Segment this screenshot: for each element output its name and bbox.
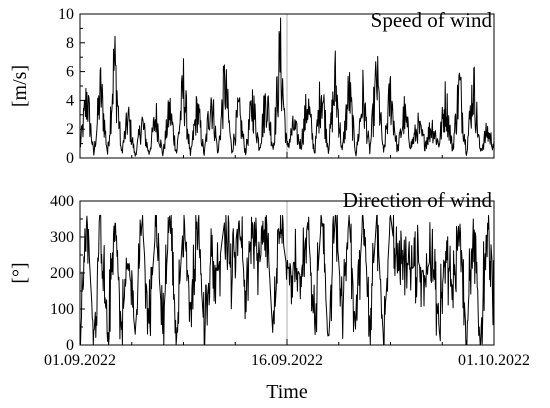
wind-direction-y-label: [°] bbox=[9, 262, 31, 283]
y-tick-label: 100 bbox=[50, 301, 74, 318]
y-tick-label: 8 bbox=[66, 35, 74, 52]
wind-speed-title: Speed of wind bbox=[371, 8, 493, 32]
x-tick-label: 01.10.2022 bbox=[458, 352, 530, 369]
wind-speed-y-axis: 0 2 4 6 8 10 bbox=[58, 6, 85, 167]
wind-speed-series-group bbox=[79, 17, 495, 157]
y-tick-label: 4 bbox=[66, 92, 74, 109]
wind-speed-line bbox=[79, 17, 495, 157]
y-tick-label: 300 bbox=[50, 229, 74, 246]
y-tick-label: 6 bbox=[66, 64, 74, 81]
y-tick-label: 400 bbox=[50, 193, 74, 210]
y-tick-label: 0 bbox=[66, 337, 74, 354]
wind-direction-y-axis: 0 100 200 300 400 bbox=[50, 193, 85, 354]
x-tick-label: 01.09.2022 bbox=[44, 352, 116, 369]
wind-speed-panel: 0 2 4 6 8 10 Speed of wind [m/s] bbox=[9, 6, 495, 167]
wind-speed-y-label: [m/s] bbox=[9, 65, 31, 107]
x-tick-label: 16.09.2022 bbox=[251, 352, 323, 369]
time-axis-label: Time bbox=[266, 381, 308, 403]
wind-direction-series-group bbox=[79, 214, 495, 346]
wind-direction-panel: 0 100 200 300 400 01.09.2022 16.09.2022 01.10.… bbox=[9, 188, 530, 403]
y-tick-label: 10 bbox=[58, 6, 74, 23]
y-tick-label: 0 bbox=[66, 150, 74, 167]
y-tick-label: 2 bbox=[66, 121, 74, 138]
wind-direction-x-axis: 01.09.2022 16.09.2022 01.10.2022 bbox=[44, 339, 530, 369]
wind-direction-line bbox=[79, 214, 495, 346]
y-tick-label: 200 bbox=[50, 265, 74, 282]
wind-direction-title: Direction of wind bbox=[343, 188, 493, 212]
wind-speed-x-ticks bbox=[79, 152, 495, 158]
